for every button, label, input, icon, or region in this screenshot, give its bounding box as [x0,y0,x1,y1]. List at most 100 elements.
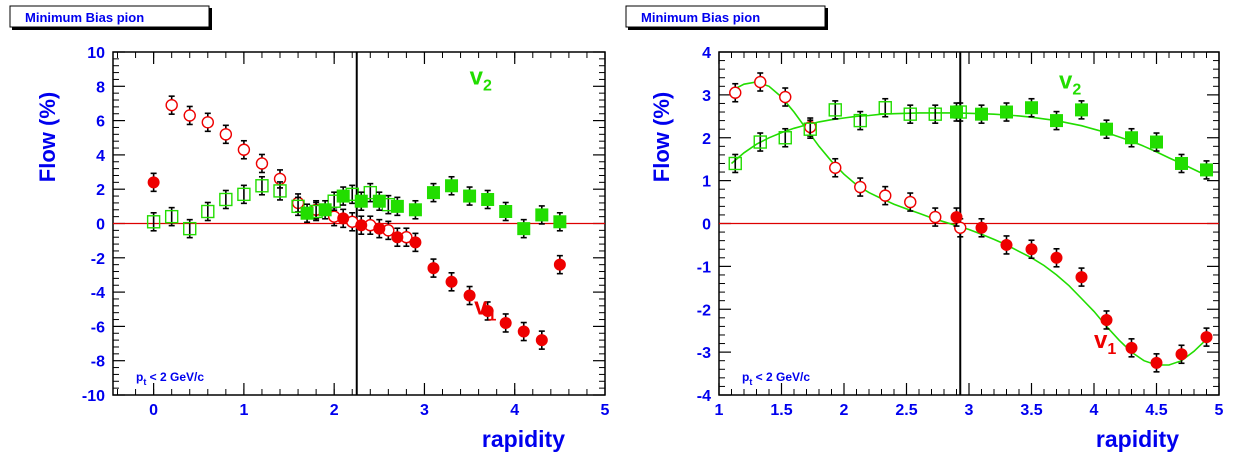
left-marker-filled-circle [499,316,512,329]
left-y-tick-label: -10 [82,388,105,405]
right-v2-filled-point [1100,119,1113,139]
right-v2-open-point [928,104,942,124]
right-v1-filled-point [975,217,988,238]
left-marker-filled-circle [409,236,422,249]
left-marker-open-square [273,184,287,198]
left-marker-open-square [201,204,215,219]
right-y-tick-label: 4 [702,45,711,62]
right-v2-open-point [728,153,742,174]
left-marker-open-circle [165,98,178,112]
left-v1-filled-point [409,232,422,253]
right-series-label-main: v [1094,327,1108,354]
right-v1-open-point [829,157,842,178]
right-marker-filled-circle [975,221,988,234]
right-pt-cut-annotation: pt < 2 GeV/c [742,370,810,387]
right-v1-open-point [854,177,867,197]
left-v2-open-point [291,196,305,217]
left-pt-cut-annotation: pt < 2 GeV/c [136,370,204,387]
right-v1-filled-point [1125,338,1138,358]
right-y-tick-label: -2 [697,302,711,319]
right-v2-filled-point [1150,132,1163,152]
left-series-label-main: v [470,64,484,91]
right-v2-open-point [778,127,792,148]
right-marker-filled-circle [1100,313,1113,326]
left-y-axis-label: Flow (%) [35,92,60,182]
left-marker-open-circle [201,116,214,129]
right-marker-open-square [778,131,792,145]
right-marker-filled-circle [1200,331,1213,344]
left-v2-open-point [255,175,269,196]
left-x-tick-label: 3 [420,402,429,419]
right-v2-filled-point [975,104,988,124]
left-v2-open-point [273,181,287,201]
left-v1-open-point [219,124,233,145]
right-marker-open-square [878,101,892,115]
right-x-tick-label: 5 [1215,402,1224,419]
right-series-label-v2: v2 [1059,67,1081,98]
left-marker-open-square [291,199,305,214]
right-v1-filled-point [1050,248,1063,268]
right-y-axis-label: Flow (%) [649,92,674,182]
right-v2-open-point [828,100,842,120]
left-marker-open-circle [219,128,233,141]
left-x-tick-label: 4 [510,402,519,419]
right-marker-filled-circle [1000,238,1013,251]
right-marker-filled-square [1025,101,1038,115]
right-marker-filled-square [1075,103,1088,117]
left-marker-filled-circle [147,176,160,189]
right-series-label-sub: 2 [1072,81,1081,98]
left-panel: Minimum Bias pion -10 -8 -6 -4 -2 0 2 4 6 8 10 0 1 2 3… [9,5,610,452]
right-v2-open-point [853,110,867,131]
left-v2-open-point [201,201,215,222]
right-pt-annotation-main: p [742,370,749,384]
right-series-label-sub: 1 [1107,341,1116,358]
left-marker-filled-square [372,194,386,208]
right-marker-open-circle [879,189,892,202]
right-y-tick-label: -3 [697,345,711,362]
right-v1-open-point [879,185,892,206]
left-v2-open-point [363,182,377,203]
right-marker-filled-circle [1175,348,1188,361]
right-v2-open-point [903,104,917,124]
left-marker-filled-square [336,189,350,203]
left-y-tick-label: -4 [91,285,105,302]
left-v2-filled-point [517,218,531,239]
left-v2-filled-point [300,203,314,224]
left-marker-filled-circle [355,219,368,232]
left-v1-filled-point [373,218,386,239]
right-chart-title: Minimum Bias pion [641,10,760,25]
left-marker-filled-square [517,222,531,236]
left-marker-filled-circle [391,231,404,244]
right-marker-filled-square [1050,114,1063,128]
left-v1-open-point [237,139,251,160]
right-pt-annotation-rest: < 2 GeV/c [752,370,810,384]
left-marker-filled-square [300,206,314,220]
right-marker-filled-circle [1025,243,1038,256]
left-marker-filled-circle [445,275,458,288]
left-marker-filled-circle [517,325,530,338]
right-marker-open-square [828,103,842,117]
right-marker-open-circle [729,86,742,99]
left-marker-open-square [255,179,269,193]
left-v1-open-point [400,227,413,248]
right-v1-open-point [929,207,942,227]
right-marker-filled-circle [1050,251,1063,264]
left-v1-filled-point [427,258,440,278]
right-v2-open-point [803,119,817,139]
left-marker-filled-circle [337,212,350,225]
right-v1-filled-point [1100,310,1113,330]
right-y-tick-label: 1 [702,174,711,191]
left-y-tick-label: 10 [87,45,105,62]
left-pt-annotation-sub: t [143,377,146,387]
left-x-tick-label: 0 [149,402,158,419]
right-v1-open-point [729,82,742,103]
left-v2-filled-point [408,199,422,220]
left-v1-filled-point [499,313,512,333]
left-v2-filled-point [354,191,368,212]
right-x-tick-label: 4 [1090,402,1099,419]
left-marker-filled-circle [481,304,494,317]
right-marker-open-square [853,113,867,128]
right-marker-open-square [928,107,942,121]
left-v1-filled-point [445,272,458,292]
left-x-tick-label: 5 [601,402,610,419]
